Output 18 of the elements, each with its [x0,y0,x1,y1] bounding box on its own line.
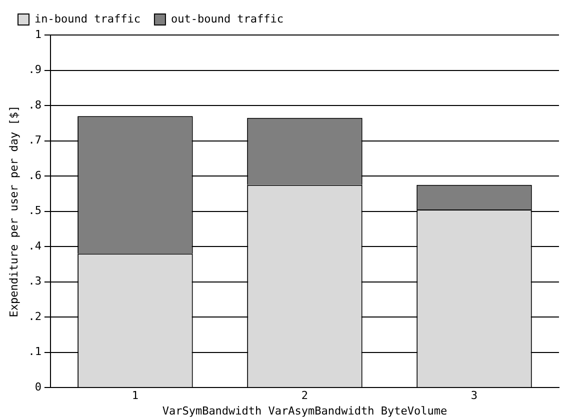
y-tick-label: .4 [28,239,42,252]
y-axis-title: Expenditure per user per day [$] [7,105,20,318]
x-tick-label: 1 [132,389,139,402]
y-tick-label: .5 [28,204,42,218]
y-tick-label: .2 [28,310,42,323]
x-tick-label: 3 [470,389,478,402]
legend-label: out-bound traffic [170,12,284,26]
x-tick-label: 2 [301,389,308,402]
legend-label: in-bound traffic [34,12,140,26]
x-axis-title: VarSymBandwidth VarAsymBandwidth ByteVolume [162,404,448,418]
y-tick-label: .9 [28,63,42,76]
y-tick-label: 1 [34,28,42,41]
y-tick-label: 0 [34,380,42,394]
y-tick-label: .3 [28,274,42,288]
y-tick-label: .7 [28,134,42,147]
y-tick-label: .6 [28,168,42,182]
y-tick-label: .1 [28,345,42,358]
y-tick-label: .8 [28,98,42,112]
